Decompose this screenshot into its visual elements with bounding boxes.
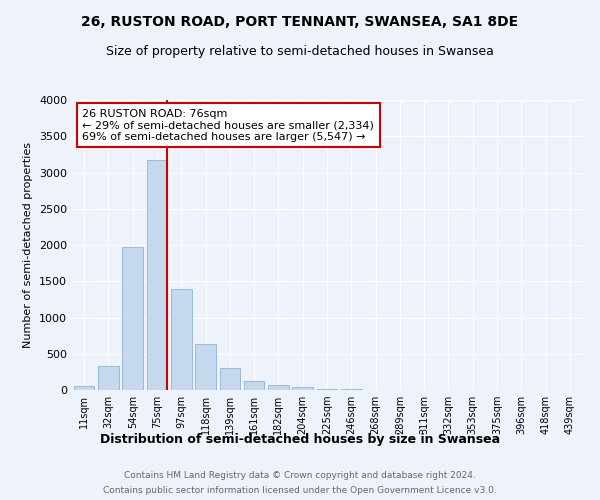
Text: 26, RUSTON ROAD, PORT TENNANT, SWANSEA, SA1 8DE: 26, RUSTON ROAD, PORT TENNANT, SWANSEA, …	[82, 15, 518, 29]
Text: Size of property relative to semi-detached houses in Swansea: Size of property relative to semi-detach…	[106, 45, 494, 58]
Bar	[317, 388, 337, 390]
Bar	[220, 368, 240, 390]
Bar	[195, 344, 216, 390]
Text: 26 RUSTON ROAD: 76sqm
← 29% of semi-detached houses are smaller (2,334)
69% of s: 26 RUSTON ROAD: 76sqm ← 29% of semi-deta…	[82, 108, 374, 142]
Text: Contains HM Land Registry data © Crown copyright and database right 2024.: Contains HM Land Registry data © Crown c…	[124, 471, 476, 480]
Text: Contains public sector information licensed under the Open Government Licence v3: Contains public sector information licen…	[103, 486, 497, 495]
Bar	[268, 385, 289, 390]
Text: Distribution of semi-detached houses by size in Swansea: Distribution of semi-detached houses by …	[100, 432, 500, 446]
Bar	[122, 247, 143, 390]
Bar	[98, 366, 119, 390]
Bar	[292, 388, 313, 390]
Bar	[146, 160, 167, 390]
Bar	[74, 386, 94, 390]
Bar	[171, 289, 191, 390]
Bar	[244, 382, 265, 390]
Y-axis label: Number of semi-detached properties: Number of semi-detached properties	[23, 142, 34, 348]
